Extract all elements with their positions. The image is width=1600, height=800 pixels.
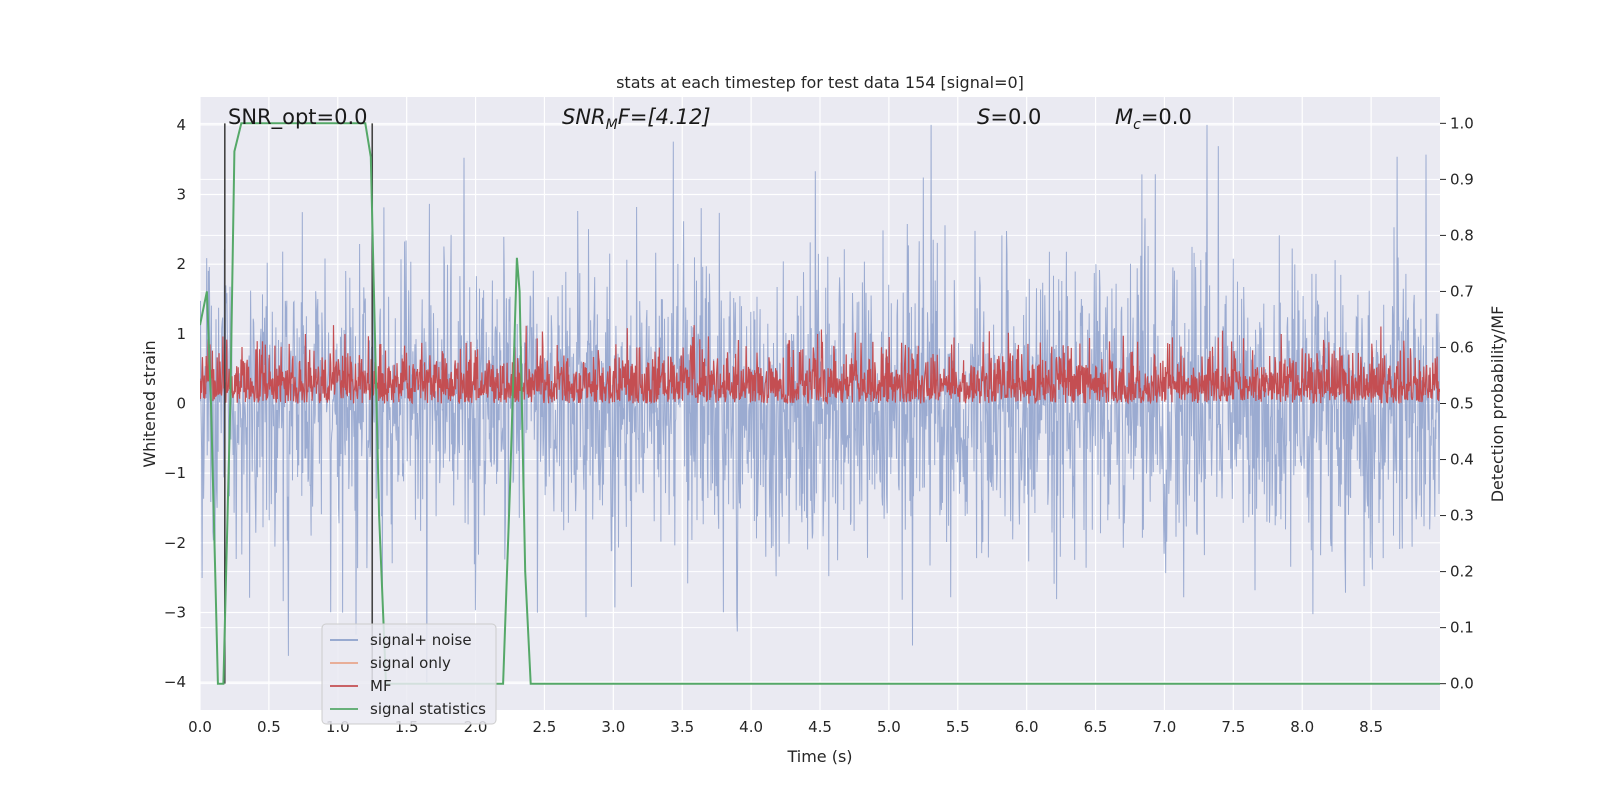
y2-tick-label: 0.6 <box>1450 338 1474 356</box>
y2-axis-ticks: 0.0 0.1 0.2 0.3 0.4 0.5 0.6 0.7 0.8 0.9 1.0 <box>1440 114 1474 693</box>
legend-label-mf: MF <box>370 677 392 695</box>
x-tick-label: 5.5 <box>946 718 970 736</box>
y2-tick-label: 0.9 <box>1450 170 1474 188</box>
y2-tick-label: 1.0 <box>1450 114 1474 132</box>
y2-tick-label: 0.0 <box>1450 675 1474 693</box>
annotation-s-rest: =0.0 <box>990 105 1041 129</box>
annotation-snr-mf-rest: F=[4.12] <box>618 105 711 129</box>
y-tick-label: 1 <box>176 325 186 343</box>
y2-tick-label: 0.8 <box>1450 226 1474 244</box>
y2-tick-label: 0.3 <box>1450 507 1474 525</box>
legend: signal+ noise signal only MF signal stat… <box>321 623 497 725</box>
x-tick-label: 4.5 <box>808 718 832 736</box>
y2-tick-label: 0.1 <box>1450 619 1474 637</box>
legend-box <box>321 623 497 725</box>
mf-series <box>200 325 1440 405</box>
y2-tick-label: 0.4 <box>1450 451 1474 469</box>
y2-tick-label: 0.7 <box>1450 282 1474 300</box>
legend-label-signal-statistics: signal statistics <box>370 700 486 718</box>
annotation-snr-mf-sub: M <box>606 117 618 133</box>
y-tick-label: −4 <box>164 673 186 691</box>
annotation-snr-mf: SNRMF=[4.12] <box>562 105 711 133</box>
annotation-mc-rest: =0.0 <box>1141 105 1192 129</box>
legend-label-signal-noise: signal+ noise <box>370 631 472 649</box>
x-tick-label: 0.5 <box>257 718 281 736</box>
x-tick-label: 6.0 <box>1015 718 1039 736</box>
annotation-mc-main: M <box>1115 105 1133 129</box>
y-tick-label: −2 <box>164 534 186 552</box>
x-tick-label: 5.0 <box>877 718 901 736</box>
x-tick-label: 3.5 <box>670 718 694 736</box>
x-tick-label: 8.5 <box>1359 718 1383 736</box>
x-tick-label: 4.0 <box>739 718 763 736</box>
x-tick-label: 2.5 <box>533 718 557 736</box>
x-tick-label: 3.0 <box>601 718 625 736</box>
annotation-s-main: S <box>977 105 990 129</box>
y-axis-label: Whitened strain <box>140 340 159 467</box>
signal-statistics-series <box>200 122 1440 685</box>
y-tick-label: −1 <box>164 464 186 482</box>
x-tick-label: 7.0 <box>1153 718 1177 736</box>
y-tick-label: −3 <box>164 603 186 621</box>
y-tick-label: 0 <box>176 395 186 413</box>
x-tick-label: 7.5 <box>1221 718 1245 736</box>
y-axis-ticks: −4 −3 −2 −1 0 1 2 3 4 <box>164 116 186 691</box>
y2-tick-label: 0.2 <box>1450 563 1474 581</box>
y-tick-label: 2 <box>176 255 186 273</box>
annotation-mc: Mc=0.0 <box>1115 105 1192 133</box>
annotation-s: S=0.0 <box>977 105 1041 129</box>
x-axis-label: Time (s) <box>786 747 852 766</box>
x-tick-label: 0.0 <box>188 718 212 736</box>
x-tick-label: 8.0 <box>1290 718 1314 736</box>
y2-tick-label: 0.5 <box>1450 395 1474 413</box>
annotation-snr-opt: SNR_opt=0.0 <box>228 105 368 130</box>
y-tick-label: 3 <box>176 186 186 204</box>
y2-axis-label: Detection probability/MF <box>1488 306 1507 503</box>
y-tick-label: 4 <box>176 116 186 134</box>
chart-title: stats at each timestep for test data 154… <box>616 73 1024 92</box>
annotation-snr-mf-main: SNR <box>562 105 606 129</box>
annotation-mc-sub: c <box>1133 117 1141 133</box>
legend-label-signal-only: signal only <box>370 654 451 672</box>
x-tick-label: 6.5 <box>1084 718 1108 736</box>
